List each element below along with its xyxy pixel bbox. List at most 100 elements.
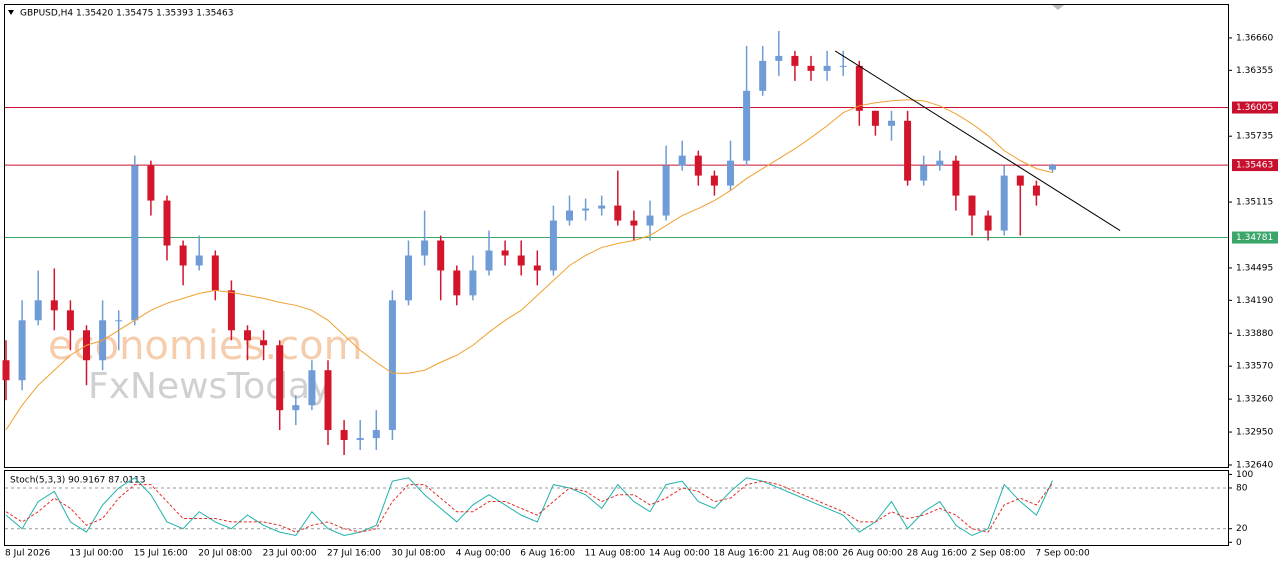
x-tick-label: 14 Aug 00:00 [649,549,710,559]
candle-body [388,300,396,431]
candle-body [630,220,638,226]
x-tick-label: 26 Aug 00:00 [842,549,903,559]
y-tick-label: 1.36355 [1236,66,1273,76]
candle-body [678,155,686,166]
x-tick-label: 13 Jul 00:00 [69,549,123,559]
y-tick-label: 1.34495 [1236,263,1273,273]
level-label-box [1232,101,1278,114]
candle-body [18,320,26,381]
candle-body [968,195,976,216]
y-tick-label: 0 [1236,538,1242,548]
candle-body [292,405,300,411]
main-panel [4,4,1229,468]
candle-body [662,165,670,216]
candle-body [888,120,895,126]
y-tick-label: 1.33260 [1236,395,1273,405]
candle-body [533,265,541,271]
candle-body [340,430,348,441]
candle-body [211,255,219,291]
candle-body [694,155,702,176]
candle-body [839,65,847,67]
menu-arrow[interactable] [8,10,14,15]
candle-body [2,360,10,381]
watermark: FxNewsToday [88,366,331,407]
candle-body [952,160,960,196]
candle-body [195,255,203,266]
candle-body [1049,165,1056,170]
candle-body [227,290,235,331]
candle-body [904,120,912,181]
y-tick-label: 1.34190 [1236,296,1273,306]
stoch-line [5,477,1053,537]
x-tick-label: 18 Aug 16:00 [713,549,774,559]
y-tick-label: 1.35735 [1236,132,1273,142]
candle-body [260,340,268,346]
x-tick-label: 20 Jul 08:00 [198,549,252,559]
level-label-box [1232,231,1278,244]
x-tick-label: 15 Jul 16:00 [134,549,188,559]
candle-body [775,55,783,61]
candle-body [308,370,316,406]
candle-body [855,65,863,111]
candle-body [598,205,606,209]
candle-body [920,165,928,181]
x-tick-label: 23 Jul 00:00 [263,549,317,559]
y-tick-label: 80 [1236,483,1248,493]
level-label: 1.36005 [1236,103,1273,113]
candle-body [66,310,74,331]
candle-body [115,320,123,322]
stoch-title: Stoch(5,3,3) 90.9167 87.0113 [10,476,145,486]
candle-body [34,300,42,321]
candle-body [485,250,493,271]
candle-body [276,345,284,411]
x-tick-label: 21 Aug 08:00 [778,549,839,559]
y-tick-label: 1.32640 [1236,460,1273,470]
candle-body [566,210,573,221]
level-label: 1.35463 [1236,161,1273,171]
moving-average [5,99,1053,431]
candle-body [549,220,557,271]
candle-body [1032,185,1040,196]
candle-body [50,300,58,311]
y-tick-label: 1.36660 [1236,33,1273,43]
trendline [834,50,1121,231]
candle-body [582,208,590,211]
candle-body [356,438,364,441]
candle-body [710,175,718,186]
y-tick-label: 1.32950 [1236,428,1273,438]
watermark: economies.com [48,323,363,369]
candle-body [179,245,187,266]
candle-body [372,430,380,439]
candle-body [324,370,332,431]
candle-body [517,255,525,266]
x-tick-label: 6 Aug 16:00 [520,549,575,559]
candle-body [646,215,654,226]
candle-body [469,270,477,296]
x-tick-label: 30 Jul 08:00 [391,549,445,559]
x-tick-label: 27 Jul 16:00 [327,549,381,559]
shift-marker [1052,5,1064,10]
candle-body [727,160,734,186]
candle-body [791,55,799,66]
candle-body [421,240,429,256]
candle-body [1016,175,1024,186]
x-tick-label: 28 Aug 16:00 [907,549,968,559]
stoch-line [5,480,1053,533]
x-tick-label: 8 Jul 2026 [5,549,50,559]
x-tick-label: 2 Sep 08:00 [971,549,1026,559]
candle-body [1000,175,1008,231]
chart-title: GBPUSD,H4 1.35420 1.35475 1.35393 1.3546… [20,9,233,19]
candle-body [743,90,751,161]
candle-body [163,200,171,246]
stoch-panel [4,470,1229,546]
candle-body [984,215,992,231]
candle-body [147,165,155,201]
candle-body [823,65,831,71]
candle-body [405,255,412,301]
candle-body [437,240,445,271]
candle-body [244,330,251,341]
candle-body [453,270,461,296]
candle-body [131,165,139,321]
